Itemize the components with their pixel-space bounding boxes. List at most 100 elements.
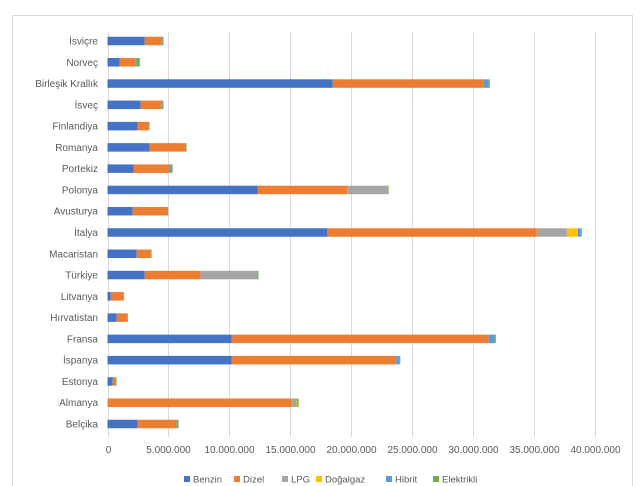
- bar-segment-hibrit: [135, 58, 137, 67]
- category-labels: İsviçre Norveç Birleşik Krallık İsveç Finlan…: [35, 35, 99, 431]
- bar-segment-benzin: [107, 206, 133, 216]
- legend: Benzin Dizel LPG Doğalgaz Hibrit Elektrikli: [184, 475, 477, 486]
- bar-segment-hibrit: [169, 164, 172, 173]
- x-tick-label: 25.000.000: [387, 445, 437, 456]
- bar-segment-benzin: [107, 292, 111, 301]
- x-tick-label: 40.000.000: [570, 445, 620, 456]
- x-tick-label: 35.000.000: [509, 445, 559, 456]
- bar-segment-benzin: [107, 185, 258, 195]
- bar-segment-dizel: [149, 143, 186, 152]
- category-label: Türkiye: [65, 271, 98, 282]
- category-label: İspanya: [63, 354, 98, 367]
- bar-segment-dizel: [257, 185, 348, 195]
- category-label: İsviçre: [69, 35, 98, 48]
- bar-segment-doğalgaz: [296, 398, 298, 407]
- bar-segment-elektrikli: [185, 143, 187, 152]
- category-label: Belçika: [66, 420, 99, 431]
- legend-label: Doğalgaz: [325, 475, 365, 486]
- bar-segment-benzin: [107, 334, 232, 344]
- bar-segment-elektrikli: [167, 206, 169, 216]
- bar-segment-benzin: [107, 377, 113, 386]
- bar-segment-elektrikli: [580, 228, 582, 237]
- bar-segment-hibrit: [297, 398, 298, 407]
- chart-area: [12, 15, 633, 486]
- x-tick-label: 20.000.000: [326, 445, 376, 456]
- category-label: Macaristan: [49, 249, 98, 260]
- bar-segment-dizel: [116, 313, 127, 322]
- bar-segment-benzin: [107, 228, 328, 237]
- legend-item: Doğalgaz: [316, 475, 365, 486]
- x-tick-label: 0: [106, 445, 112, 456]
- bar-segment-elektrikli: [162, 100, 164, 110]
- bars: [107, 36, 582, 429]
- bar-segment-hibrit: [483, 79, 489, 88]
- x-tick-label: 30.000.000: [448, 445, 498, 456]
- category-label: Almanya: [59, 398, 98, 409]
- bar-segment-elektrikli: [297, 398, 299, 407]
- legend-swatch: [184, 476, 190, 482]
- legend-label: Elektrikli: [442, 475, 477, 486]
- category-label: Avusturya: [54, 207, 99, 218]
- legend-item: LPG: [282, 475, 310, 486]
- category-label: Birleşik Krallık: [35, 79, 99, 90]
- bar-segment-elektrikli: [399, 355, 401, 365]
- category-label: Hırvatistan: [50, 313, 98, 324]
- category-label: Norveç: [66, 58, 98, 69]
- bar-segment-dizel: [137, 121, 149, 131]
- bar-segment-benzin: [107, 249, 137, 259]
- x-tick-label: 10.000.000: [204, 445, 254, 456]
- bar-segment-benzin: [107, 419, 138, 429]
- bar-segment-hibrit: [161, 100, 163, 110]
- bar-segment-elektrikli: [171, 164, 173, 173]
- category-label: Finlandiya: [52, 122, 98, 133]
- legend-label: Hibrit: [395, 475, 418, 486]
- bar-segment-elektrikli: [162, 36, 164, 46]
- bar-segment-dizel: [231, 334, 489, 344]
- category-label: Polonya: [62, 185, 99, 196]
- bar-segment-benzin: [107, 100, 141, 110]
- bar-segment-dizel: [107, 398, 292, 407]
- bar-segment-doğalgaz: [566, 228, 578, 237]
- bar-segment-lpg: [347, 185, 388, 195]
- bar-segment-elektrikli: [257, 270, 259, 280]
- legend-item: Benzin: [184, 475, 222, 486]
- legend-swatch: [316, 476, 322, 482]
- bar-segment-benzin: [107, 121, 138, 131]
- bar-segment-dizel: [137, 419, 177, 429]
- bar-segment-lpg: [200, 270, 258, 280]
- bar-segment-benzin: [107, 270, 145, 280]
- bar-segment-benzin: [107, 313, 117, 322]
- bar-segment-benzin: [107, 58, 120, 67]
- legend-item: Elektrikli: [433, 475, 477, 486]
- bar-segment-elektrikli: [150, 249, 152, 259]
- category-label: Romanya: [55, 143, 98, 154]
- bar-segment-elektrikli: [126, 313, 128, 322]
- bar-segment-elektrikli: [148, 121, 150, 131]
- bar-segment-elektrikli: [136, 58, 140, 67]
- bar-segment-hibrit: [176, 419, 178, 429]
- bar-segment-elektrikli: [387, 185, 389, 195]
- category-label: İsveç: [75, 98, 98, 111]
- bar-segment-benzin: [107, 143, 150, 152]
- bar-segment-benzin: [107, 164, 134, 173]
- category-label: İtalya: [74, 226, 98, 239]
- bar-segment-dizel: [144, 36, 162, 46]
- legend-label: LPG: [291, 475, 310, 486]
- legend-swatch: [282, 476, 288, 482]
- legend-swatch: [386, 476, 392, 482]
- bar-segment-dizel: [144, 270, 201, 280]
- bar-segment-dizel: [112, 377, 116, 386]
- legend-label: Dizel: [243, 475, 264, 486]
- bar-segment-lpg: [536, 228, 567, 237]
- bar-segment-dizel: [231, 355, 397, 365]
- bar-segment-benzin: [107, 355, 232, 365]
- bar-segment-benzin: [107, 79, 333, 88]
- bar-segment-dizel: [136, 249, 151, 259]
- bar-segment-elektrikli: [488, 79, 490, 88]
- x-tick-labels: 0 5.000.000 10.000.000 15.000.000 20.000.000…: [106, 445, 621, 456]
- bar-segment-dizel: [140, 100, 162, 110]
- bar-segment-hibrit: [577, 228, 581, 237]
- bar-segment-dizel: [332, 79, 484, 88]
- x-tick-label: 15.000.000: [265, 445, 315, 456]
- bar-segment-hibrit: [488, 334, 495, 344]
